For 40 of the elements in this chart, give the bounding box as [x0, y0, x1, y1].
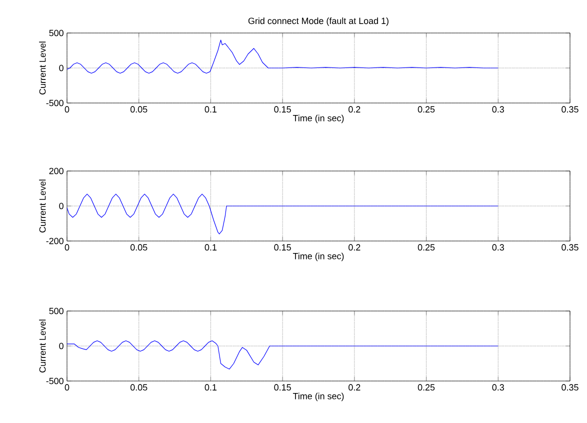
y-tick-label: 200 — [49, 168, 64, 174]
y-axis-title: Current Level — [39, 42, 46, 94]
x-tick-label: 0.35 — [562, 106, 578, 113]
y-axis-title: Current Level — [39, 320, 46, 372]
x-tick-label: 0.3 — [492, 106, 504, 113]
y-tick-label: 0 — [59, 64, 64, 72]
y-tick-label: -500 — [46, 378, 64, 384]
x-tick-label: 0.1 — [204, 244, 217, 251]
x-tick-label: 0.15 — [274, 384, 291, 391]
x-tick-label: 0.15 — [274, 244, 291, 251]
x-tick-label: 0 — [64, 384, 70, 391]
x-tick-label: 0.05 — [130, 106, 148, 113]
y-tick-label: -200 — [46, 238, 64, 244]
x-axis-title: Time (in sec) — [292, 392, 344, 402]
x-tick-label: 0.1 — [204, 106, 217, 113]
x-tick-label: 0.15 — [274, 106, 291, 113]
x-tick-label: 0.2 — [348, 384, 360, 391]
x-tick-label: 0.05 — [130, 244, 148, 251]
x-tick-label: 0.3 — [492, 384, 504, 391]
y-tick-label: -500 — [46, 100, 64, 106]
y-tick-label: 0 — [59, 342, 64, 350]
x-tick-label: 0.05 — [130, 384, 148, 391]
x-tick-label: 0.2 — [348, 244, 360, 251]
y-axis-title: Current Level — [39, 180, 46, 232]
x-tick-label: 0.2 — [348, 106, 360, 113]
x-tick-label: 0 — [64, 244, 70, 251]
x-axis-title: Time (in sec) — [292, 252, 344, 262]
x-tick-label: 0 — [64, 106, 70, 113]
x-tick-label: 0.25 — [418, 244, 435, 251]
x-tick-label: 0.35 — [562, 384, 578, 391]
y-tick-label: 500 — [49, 30, 64, 36]
x-tick-label: 0.1 — [204, 384, 217, 391]
x-tick-label: 0.25 — [418, 106, 435, 113]
x-tick-label: 0.25 — [418, 384, 435, 391]
chart-title: Grid connect Mode (fault at Load 1) — [248, 17, 388, 26]
y-tick-label: 500 — [49, 308, 64, 314]
x-tick-label: 0.35 — [562, 244, 578, 251]
x-axis-title: Time (in sec) — [292, 114, 344, 124]
x-tick-label: 0.3 — [492, 244, 504, 251]
y-tick-label: 0 — [59, 202, 64, 210]
